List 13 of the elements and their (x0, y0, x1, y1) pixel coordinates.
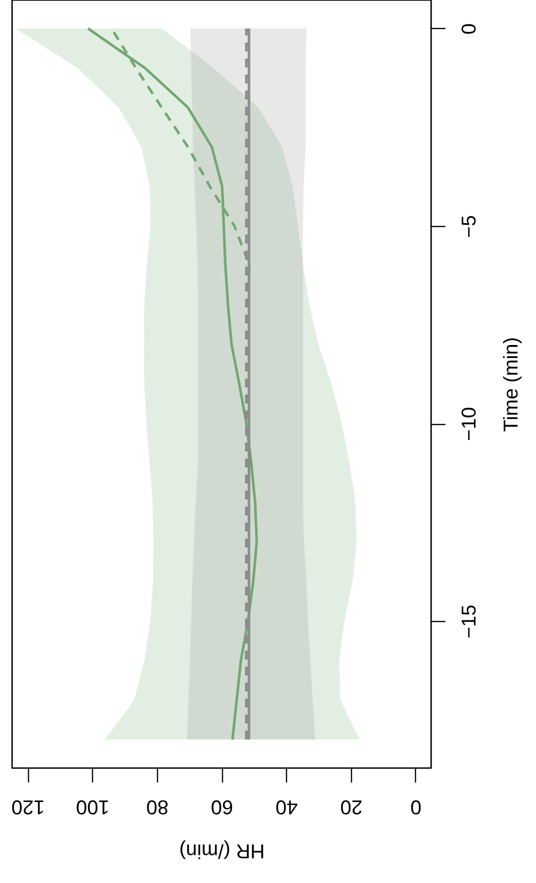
x-tick-label: 80 (146, 796, 168, 818)
x-tick-label: 60 (210, 796, 234, 818)
y-tick-label: −5 (458, 215, 480, 238)
x-tick-label: 120 (11, 796, 45, 818)
x-tick-label: 0 (410, 796, 422, 818)
y-tick-label: 0 (458, 23, 480, 35)
y-axis-title: Time (min) (500, 337, 522, 432)
x-axis-title: HR (/min) (179, 840, 265, 862)
x-tick-label: 100 (76, 796, 110, 818)
y-tick-label: −15 (458, 604, 480, 639)
y-tick-label: −10 (458, 407, 480, 441)
x-tick-label: 40 (276, 796, 298, 818)
x-tick-label: 20 (340, 796, 362, 818)
